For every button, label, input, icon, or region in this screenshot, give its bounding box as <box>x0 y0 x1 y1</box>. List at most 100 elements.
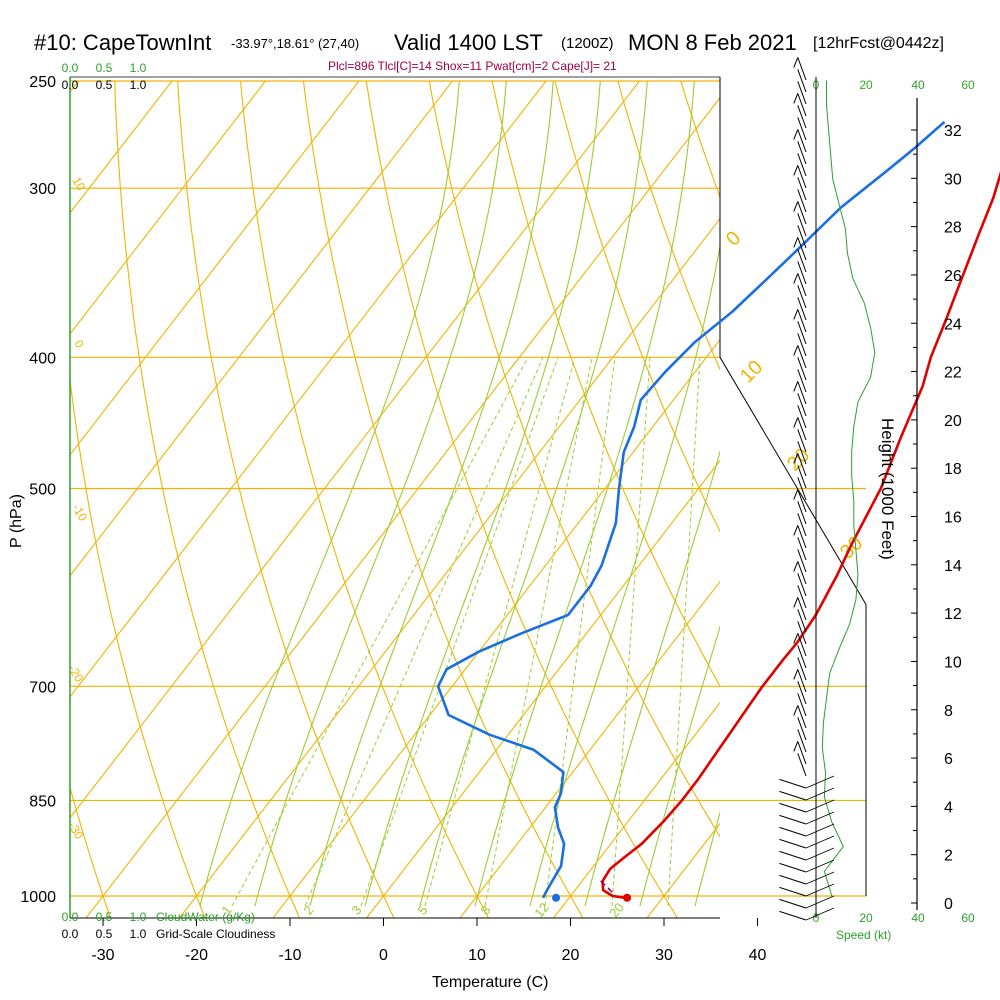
speed-tick-bottom: 20 <box>859 911 873 925</box>
speed-tick-bottom: 40 <box>911 911 925 925</box>
wind-barb <box>779 838 807 849</box>
wind-barb <box>797 321 807 345</box>
mixing-ratio-label: 5 <box>414 903 430 918</box>
dry-adiabat <box>0 57 20 930</box>
wind-barb <box>797 249 807 273</box>
wind-barb <box>797 165 807 189</box>
wind-barb-feather <box>805 895 835 909</box>
wind-barb-feather <box>793 57 799 68</box>
isotherm-label: 30 <box>836 532 867 563</box>
mixing-ratio-line <box>730 357 755 906</box>
isotherm-label: 10 <box>736 356 767 387</box>
wind-barb <box>797 237 807 261</box>
mixing-ratio-line <box>484 357 593 907</box>
wind-barb <box>779 886 807 897</box>
wind-barb <box>797 285 807 309</box>
wind-barb <box>797 117 807 141</box>
pressure-tick-label: 400 <box>29 350 56 367</box>
wind-barb <box>797 741 807 765</box>
height-tick-label: 18 <box>944 461 962 478</box>
wind-barb-feather <box>793 273 799 284</box>
wind-barb <box>797 645 807 669</box>
scale-bottom-black: 1.0 <box>130 927 147 941</box>
wind-barb-feather <box>805 775 835 789</box>
wind-barb-feather <box>805 907 835 921</box>
mixing-ratio-line <box>231 357 529 907</box>
pressure-tick-label: 1000 <box>20 889 56 906</box>
wind-barb-feather <box>805 883 835 897</box>
isotherm <box>70 81 360 456</box>
speed-tick-top: 20 <box>859 78 873 92</box>
wind-barb <box>779 778 807 789</box>
wind-barb-feather <box>805 823 835 837</box>
mixing-ratio-line <box>424 357 576 907</box>
dry-adiabat <box>239 81 490 918</box>
x-tick-label: -10 <box>278 947 301 964</box>
pressure-tick-label: 250 <box>29 74 56 91</box>
wind-barb-feather <box>805 847 835 861</box>
wind-barb-feather <box>805 787 835 801</box>
isotherm-label: 20 <box>783 444 814 475</box>
mixing-ratio-line <box>544 357 616 907</box>
scale-bottom-green: 1.0 <box>130 910 147 924</box>
wind-barb <box>779 850 807 861</box>
wind-barb <box>797 429 807 453</box>
wind-barb <box>797 681 807 705</box>
wind-barb <box>779 898 807 909</box>
mixing-ratio-label: 2 <box>300 903 316 918</box>
height-tick-label: 6 <box>944 751 953 768</box>
wind-barb <box>797 417 807 441</box>
isotherm <box>70 81 547 698</box>
speed-tick-bottom: 60 <box>961 911 975 925</box>
isotherm <box>178 217 720 918</box>
scale-bottom-green: 0.5 <box>96 910 113 924</box>
parcel-line <box>600 880 615 895</box>
isotherm <box>365 459 720 918</box>
dry-adiabat <box>428 81 720 838</box>
wind-barb <box>797 621 807 645</box>
isotherm <box>70 81 641 819</box>
x-tick-label: -30 <box>91 947 114 964</box>
mixing-ratio-line <box>667 357 701 907</box>
isotherm <box>85 96 720 918</box>
height-tick-label: 32 <box>944 123 962 140</box>
wind-barb-feather <box>793 417 799 428</box>
wind-barb <box>797 633 807 657</box>
wind-barb <box>797 693 807 717</box>
dry-adiabat <box>554 81 720 533</box>
wind-barb-feather <box>805 799 835 813</box>
x-tick-label: 10 <box>468 947 486 964</box>
wind-barb <box>779 814 807 825</box>
wind-barb <box>797 729 807 753</box>
isotherm <box>829 57 1000 925</box>
wind-barb-feather <box>793 525 799 536</box>
height-tick-label: 2 <box>944 848 953 865</box>
wind-barb <box>797 537 807 561</box>
wind-barb <box>797 465 807 489</box>
isotherm-label: -10 <box>69 502 90 524</box>
wind-barb <box>797 525 807 549</box>
wind-barb-feather <box>793 669 799 680</box>
isotherm-label: 0 <box>722 227 745 250</box>
x-tick-label: 20 <box>562 947 580 964</box>
wind-barb <box>779 910 807 921</box>
x-tick-label: 30 <box>655 947 673 964</box>
pressure-tick-label: 700 <box>29 679 56 696</box>
wind-speed-profile <box>821 80 876 897</box>
height-tick-label: 12 <box>944 606 962 623</box>
wind-barb <box>797 609 807 633</box>
wind-barb <box>797 129 807 153</box>
height-tick-label: 14 <box>944 558 962 575</box>
wind-barb <box>797 501 807 525</box>
wind-barb <box>797 141 807 165</box>
wind-barb <box>797 657 807 681</box>
scale-top-green: 0.0 <box>62 61 79 75</box>
wind-barb <box>797 225 807 249</box>
pressure-tick-label: 300 <box>29 181 56 198</box>
dry-adiabat <box>984 57 1000 930</box>
wind-barb <box>797 381 807 405</box>
dry-adiabat <box>177 81 395 918</box>
wind-barb <box>797 585 807 609</box>
wind-barb-feather <box>793 201 799 212</box>
